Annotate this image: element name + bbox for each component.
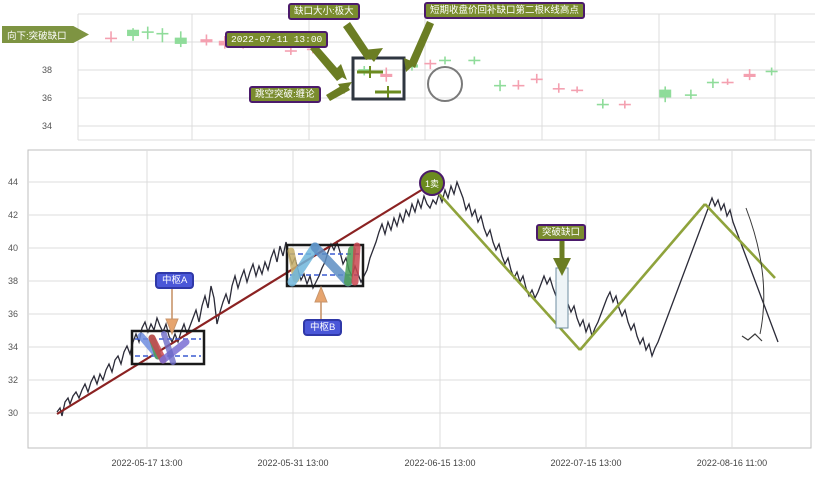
projection-tail bbox=[741, 333, 763, 342]
arrow-pivot-b bbox=[314, 285, 328, 322]
sell-point-1-label: 1卖 bbox=[424, 178, 439, 189]
pivot-box-a bbox=[130, 329, 206, 366]
lower-line-panel: 44 42 40 38 36 34 32 30 2022-05-17 13:00… bbox=[0, 146, 815, 478]
lower-xtick-2: 2022-05-31 13:00 bbox=[257, 458, 328, 468]
candle-body bbox=[156, 32, 169, 35]
arrow-gap-size-head bbox=[363, 48, 383, 62]
arrow-breakaway-gap bbox=[553, 241, 571, 276]
lower-ytick-44: 44 bbox=[8, 177, 18, 187]
callout-gap-size-label: 缺口大小:极大 bbox=[294, 6, 354, 17]
pivot-label-a: 中枢A bbox=[155, 272, 195, 289]
pivot-box-b bbox=[285, 242, 365, 288]
trendline-up-red bbox=[56, 185, 429, 415]
lower-xtick-5: 2022-08-16 11:00 bbox=[697, 458, 767, 468]
lower-y-axis: 44 42 40 38 36 34 32 30 bbox=[8, 177, 18, 418]
lower-ytick-38: 38 bbox=[8, 276, 18, 286]
pivot-label-b: 中枢B bbox=[303, 319, 343, 336]
sell-point-1-marker[interactable]: 1卖 bbox=[419, 170, 445, 196]
lower-plot-frame bbox=[27, 149, 812, 449]
candle-body bbox=[439, 59, 451, 62]
lower-ytick-32: 32 bbox=[8, 375, 18, 385]
upper-y-axis: 38 36 34 bbox=[42, 65, 52, 131]
candle-body bbox=[596, 103, 609, 106]
projection-arc bbox=[745, 207, 765, 335]
candle-body bbox=[494, 84, 507, 87]
candle-body bbox=[571, 89, 584, 92]
candle-body bbox=[105, 37, 118, 40]
upper-ytick-36: 36 bbox=[42, 93, 52, 103]
candle-body bbox=[468, 59, 481, 62]
arrow-short-term-fill bbox=[408, 21, 434, 68]
upper-candlestick-panel: 38 36 34 bbox=[0, 0, 815, 146]
lower-gap-box bbox=[555, 267, 569, 329]
price-line-series bbox=[56, 179, 779, 417]
callout-gap-breakout-chanlun-label: 跳空突破:缠论 bbox=[255, 89, 315, 100]
arrow-date-head bbox=[333, 64, 347, 80]
candle-body bbox=[721, 81, 734, 84]
trendline-up-green bbox=[579, 203, 706, 351]
callout-gap-breakout-chanlun: 跳空突破:缠论 bbox=[249, 86, 321, 103]
candle-body bbox=[358, 69, 371, 71]
candle-body bbox=[743, 73, 756, 77]
callout-breakaway-gap-label: 突破缺口 bbox=[542, 227, 581, 238]
callout-short-term-close-fill-gap: 短期收盘价回补缺口第二根K线高点 bbox=[424, 2, 585, 19]
lower-ytick-36: 36 bbox=[8, 309, 18, 319]
upper-ytick-34: 34 bbox=[42, 121, 52, 131]
lower-ytick-42: 42 bbox=[8, 210, 18, 220]
candle-body bbox=[174, 37, 187, 44]
candle-body bbox=[127, 29, 140, 37]
trendline-down-green-2 bbox=[704, 203, 776, 279]
arrow-short-term-fill-head bbox=[404, 58, 416, 72]
candle-body bbox=[424, 62, 437, 65]
circle-marker bbox=[427, 66, 463, 102]
lower-xtick-4: 2022-07-15 13:00 bbox=[550, 458, 621, 468]
candle-body bbox=[512, 84, 525, 87]
flag-down-breakaway-gap-label: 向下:突破缺口 bbox=[7, 30, 67, 42]
upper-ytick-38: 38 bbox=[42, 65, 52, 75]
candle-body bbox=[284, 50, 297, 52]
candle-body bbox=[618, 103, 631, 106]
lower-xtick-1: 2022-05-17 13:00 bbox=[111, 458, 182, 468]
flag-down-breakaway-gap: 向下:突破缺口 bbox=[2, 26, 89, 43]
lower-ytick-34: 34 bbox=[8, 342, 18, 352]
candle-body bbox=[659, 89, 672, 98]
candle-body bbox=[684, 94, 697, 96]
candle-body bbox=[380, 73, 393, 77]
lower-ytick-40: 40 bbox=[8, 243, 18, 253]
annotation-arrows bbox=[310, 21, 434, 101]
pivot-label-a-text: 中枢A bbox=[162, 275, 188, 286]
candle-body bbox=[706, 81, 719, 84]
trendline-down-green-1 bbox=[431, 185, 581, 351]
lower-vgridlines bbox=[146, 150, 733, 448]
callout-date-stamp-label: 2022-07-11 13:00 bbox=[231, 34, 323, 45]
candle-body bbox=[552, 88, 565, 90]
candle-body bbox=[141, 31, 154, 33]
callout-gap-size: 缺口大小:极大 bbox=[288, 3, 360, 20]
lower-xtick-3: 2022-06-15 13:00 bbox=[404, 458, 475, 468]
callout-date-stamp: 2022-07-11 13:00 bbox=[225, 31, 329, 48]
lower-ytick-30: 30 bbox=[8, 408, 18, 418]
candle-body bbox=[218, 40, 231, 46]
callout-breakaway-gap: 突破缺口 bbox=[536, 224, 587, 241]
candle-body bbox=[200, 39, 213, 43]
arrow-gap-breakout-head bbox=[338, 82, 352, 94]
gap-highlight-box bbox=[351, 56, 406, 101]
pivot-label-b-text: 中枢B bbox=[310, 322, 336, 333]
candle-body bbox=[765, 70, 778, 73]
callout-short-term-close-fill-gap-label: 短期收盘价回补缺口第二根K线高点 bbox=[430, 5, 579, 16]
lower-x-axis: 2022-05-17 13:00 2022-05-31 13:00 2022-0… bbox=[111, 458, 767, 468]
candle-body bbox=[530, 78, 543, 81]
